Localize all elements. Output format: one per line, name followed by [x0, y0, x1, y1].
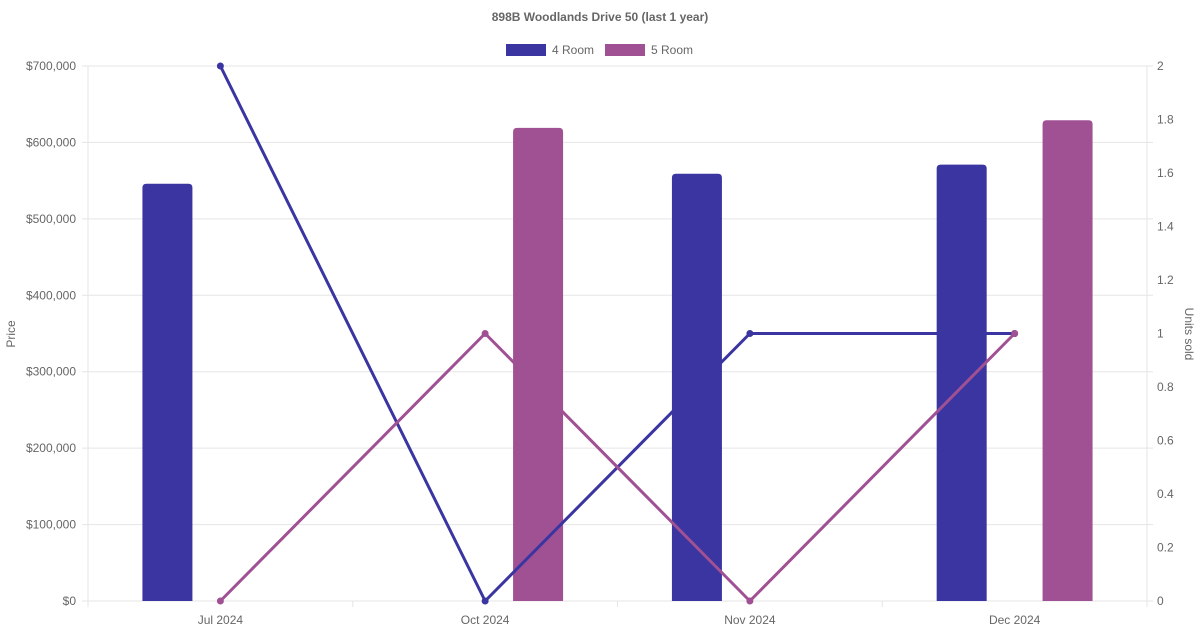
- y-axis-left-title: Price: [4, 320, 18, 348]
- y-left-tick-label: $600,000: [26, 135, 76, 149]
- y-left-tick-label: $700,000: [26, 59, 76, 73]
- y-right-tick-label: 1.6: [1157, 166, 1174, 180]
- y-right-tick-label: 1.4: [1157, 220, 1174, 234]
- legend-label-4-room: 4 Room: [552, 43, 594, 57]
- y-right-tick-label: 1: [1157, 327, 1164, 341]
- legend: 4 Room 5 Room: [506, 43, 693, 57]
- legend-item-5-room[interactable]: 5 Room: [605, 43, 693, 57]
- line-5-room: [219, 332, 1016, 603]
- bars: [142, 120, 1093, 602]
- point-5-room: [481, 330, 489, 337]
- point-5-room: [1011, 330, 1019, 337]
- point-4-room: [481, 597, 489, 605]
- legend-item-4-room[interactable]: 4 Room: [506, 43, 594, 57]
- point-4-room: [216, 62, 224, 70]
- x-tick-label: Nov 2024: [724, 613, 776, 627]
- legend-swatch-4-room: [506, 44, 546, 56]
- legend-swatch-5-room: [605, 44, 645, 56]
- y-left-tick-label: $200,000: [26, 441, 76, 455]
- point-5-room: [216, 597, 224, 605]
- point-5-room: [746, 597, 754, 605]
- y-right-tick-label: 0.2: [1157, 541, 1174, 555]
- y-right-tick-label: 0.4: [1157, 487, 1174, 501]
- y-axis-right-ticks: 0 0.2 0.4 0.6 0.8 1 1.2 1.4 1.6 1.8 2: [1157, 59, 1174, 608]
- y-left-tick-label: $400,000: [26, 288, 76, 302]
- point-4-room: [746, 330, 754, 337]
- y-right-tick-label: 1.2: [1157, 273, 1174, 287]
- x-axis-ticks: Jul 2024 Oct 2024 Nov 2024 Dec 2024: [198, 613, 1041, 627]
- chart-title: 898B Woodlands Drive 50 (last 1 year): [492, 10, 709, 24]
- y-left-tick-label: $0: [63, 594, 77, 608]
- line-4-room: [219, 65, 1015, 603]
- legend-label-5-room: 5 Room: [651, 43, 693, 57]
- y-right-tick-label: 2: [1157, 59, 1164, 73]
- y-left-tick-label: $500,000: [26, 212, 76, 226]
- y-right-tick-label: 0: [1157, 594, 1164, 608]
- bar-5-room: [513, 127, 564, 602]
- grid-lines: [82, 65, 1153, 607]
- y-left-tick-label: $300,000: [26, 365, 76, 379]
- x-tick-label: Oct 2024: [461, 613, 510, 627]
- x-tick-label: Jul 2024: [198, 613, 244, 627]
- y-axis-left-ticks: $0 $100,000 $200,000 $300,000 $400,000 $500,0…: [26, 59, 76, 608]
- y-left-tick-label: $100,000: [26, 518, 76, 532]
- y-right-tick-label: 0.6: [1157, 434, 1174, 448]
- y-right-tick-label: 1.8: [1157, 113, 1174, 127]
- bar-5-room: [1042, 120, 1093, 601]
- y-axis-right-title: Units sold: [1182, 308, 1196, 361]
- y-right-tick-label: 0.8: [1157, 380, 1174, 394]
- bar-4-room: [936, 164, 987, 602]
- bar-4-room: [142, 183, 193, 601]
- lines: [216, 62, 1019, 605]
- x-tick-label: Dec 2024: [989, 613, 1041, 627]
